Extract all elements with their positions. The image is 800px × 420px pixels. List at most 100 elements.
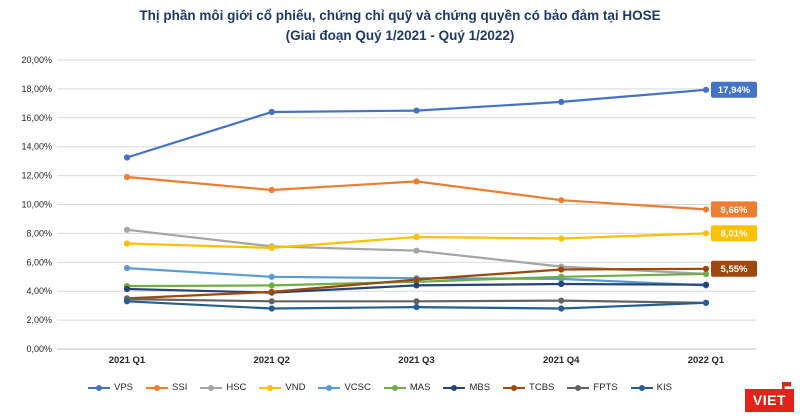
legend-label: MAS (409, 382, 431, 393)
data-point (413, 298, 420, 305)
data-point (702, 270, 710, 277)
chart-title-line2: (Giai đoạn Quý 1/2021 - Quý 1/2022) (285, 28, 515, 44)
data-point (268, 273, 275, 280)
viet-logo: VIET (744, 382, 794, 412)
y-tick-label: 0,00% (26, 344, 52, 354)
legend-marker-icon (630, 384, 653, 391)
legend-item-fpts: FPTS (567, 382, 618, 393)
x-axis-labels: 2021 Q1 2021 Q2 2021 Q3 2021 Q4 2022 Q1 (109, 355, 725, 366)
legend-label: KIS (656, 382, 672, 393)
chart-legend: VPS SSI HSC VND VCSC MAS MBS TCBS FPTS KIS (0, 382, 760, 393)
data-labels: 17,94% 9,66% 8,01% 5,55% (711, 81, 757, 277)
series-mbs (123, 280, 710, 296)
data-point (123, 285, 131, 293)
y-tick-label: 6,00% (26, 257, 52, 267)
legend-item-vcsc: VCSC (318, 382, 371, 393)
y-axis-labels: 0,00% 2,00% 4,00% 6,00% 8,00% 10,00% 12,00% 14,… (21, 55, 52, 354)
series-lines (123, 86, 710, 312)
viet-logo-text: VIET (752, 392, 786, 408)
x-tick-label: 2022 Q1 (688, 355, 725, 366)
y-tick-label: 8,00% (26, 228, 52, 238)
y-tick-label: 12,00% (21, 171, 52, 181)
data-label-vnd: 8,01% (721, 229, 748, 240)
legend-marker-icon (88, 384, 110, 391)
legend-item-hsc: HSC (200, 382, 246, 393)
data-point (413, 233, 420, 241)
x-tick-label: 2021 Q4 (543, 355, 580, 366)
data-label-vps: 17,94% (718, 85, 751, 96)
data-label-box-tcbs (711, 260, 757, 277)
data-point (702, 281, 710, 288)
data-point (413, 107, 420, 114)
y-tick-label: 2,00% (26, 315, 52, 325)
legend-label: VND (285, 382, 306, 393)
y-tick-label: 16,00% (21, 113, 52, 123)
y-tick-label: 14,00% (21, 142, 52, 152)
data-point (123, 265, 131, 272)
y-tick-label: 18,00% (21, 84, 52, 94)
legend-label: MBS (469, 382, 491, 393)
y-tick-label: 4,00% (26, 286, 52, 296)
data-point (702, 206, 710, 213)
data-point (268, 282, 275, 289)
data-point (123, 154, 131, 161)
chart-title: Thị phần môi giới cổ phiếu, chứng chỉ qu… (0, 6, 800, 47)
legend-marker-icon (318, 384, 341, 391)
x-tick-label: 2021 Q3 (398, 355, 434, 366)
legend-item-mbs: MBS (443, 382, 490, 393)
data-point (413, 282, 420, 289)
legend-marker-icon (259, 384, 282, 391)
legend-label: SSI (172, 382, 188, 393)
data-point (268, 305, 275, 312)
legend-marker-icon (503, 384, 526, 391)
legend-item-kis: KIS (630, 382, 672, 393)
data-point (702, 230, 710, 237)
data-point (413, 276, 420, 283)
flag-icon (782, 382, 791, 390)
legend-label: FPTS (593, 382, 618, 393)
data-point (702, 265, 710, 272)
x-tick-label: 2021 Q1 (109, 355, 146, 366)
data-label-box-vnd (711, 225, 757, 242)
data-point (702, 299, 710, 306)
series-vps (123, 86, 710, 161)
x-tick-label: 2021 Q2 (254, 355, 290, 366)
data-label-ssi: 9,66% (721, 205, 748, 216)
data-point (413, 178, 420, 185)
data-point (558, 297, 565, 304)
legend-marker-icon (200, 384, 223, 391)
data-point (123, 173, 131, 181)
data-point (558, 266, 565, 273)
data-point (558, 235, 565, 242)
legend-item-ssi: SSI (146, 382, 187, 393)
legend-item-vps: VPS (88, 382, 133, 393)
legend-label: TCBS (529, 382, 555, 393)
data-point (268, 244, 275, 251)
legend-label: HSC (226, 382, 247, 393)
legend-marker-icon (567, 384, 590, 391)
data-label-box-ssi (711, 201, 757, 218)
data-label-box-vps (711, 81, 757, 98)
data-point (413, 304, 420, 311)
data-point (558, 273, 565, 280)
data-point (558, 98, 565, 105)
series-kis (123, 298, 710, 312)
data-point (268, 288, 275, 295)
legend-label: VPS (114, 382, 134, 393)
chart-title-line1: Thị phần môi giới cổ phiếu, chứng chỉ qu… (139, 8, 661, 23)
data-point (558, 280, 565, 288)
series-ssi (123, 173, 710, 213)
legend-item-vnd: VND (259, 382, 305, 393)
y-tick-label: 20,00% (21, 55, 52, 65)
data-point (123, 240, 131, 247)
data-point (123, 226, 131, 233)
series-vnd (123, 230, 710, 251)
data-point (268, 108, 275, 116)
data-point (702, 86, 710, 93)
data-point (123, 298, 131, 305)
legend-item-mas: MAS (383, 382, 431, 393)
legend-marker-icon (383, 384, 406, 391)
data-point (268, 298, 275, 305)
data-point (558, 197, 565, 204)
